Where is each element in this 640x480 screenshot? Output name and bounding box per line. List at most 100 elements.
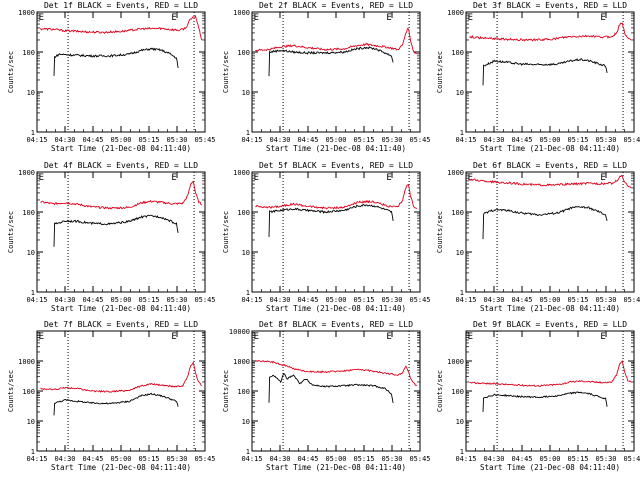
plot-frame bbox=[36, 330, 206, 452]
x-tick-label: 04:30 bbox=[269, 136, 290, 144]
x-tick-label: 05:00 bbox=[539, 455, 560, 463]
y-axis-label: Counts/sec bbox=[436, 211, 444, 253]
event-marker-label: E bbox=[254, 173, 259, 183]
y-axis-label: Counts/sec bbox=[7, 370, 15, 412]
x-tick-label: 05:30 bbox=[166, 136, 187, 144]
x-axis-label: Start Time (21-Dec-08 04:11:40) bbox=[51, 144, 191, 153]
y-tick-label: 1 bbox=[246, 129, 250, 137]
plot-frame bbox=[465, 171, 635, 293]
event-marker-label: E bbox=[600, 332, 605, 342]
y-tick-label: 100 bbox=[451, 49, 464, 57]
y-tick-label: 1000 bbox=[233, 358, 250, 366]
x-tick-label: 05:30 bbox=[381, 296, 402, 304]
event-marker-label: E bbox=[39, 173, 44, 183]
x-tick-label: 04:15 bbox=[26, 455, 47, 463]
y-axis-label: Counts/sec bbox=[222, 370, 230, 412]
x-tick-label: 05:00 bbox=[325, 455, 346, 463]
y-tick-label: 1 bbox=[31, 448, 35, 456]
x-tick-label: 04:15 bbox=[455, 136, 476, 144]
x-tick-label: 04:15 bbox=[241, 455, 262, 463]
y-axis-label: Counts/sec bbox=[436, 370, 444, 412]
plot-frame bbox=[465, 330, 635, 452]
x-tick-label: 05:30 bbox=[595, 296, 616, 304]
x-tick-label: 05:45 bbox=[194, 455, 215, 463]
x-axis-label: Start Time (21-Dec-08 04:11:40) bbox=[266, 463, 406, 472]
y-tick-label: 10 bbox=[242, 89, 250, 97]
x-tick-label: 05:15 bbox=[567, 296, 588, 304]
event-marker-label: E bbox=[386, 13, 391, 23]
y-tick-label: 100 bbox=[237, 209, 250, 217]
x-axis-label: Start Time (21-Dec-08 04:11:40) bbox=[480, 144, 620, 153]
x-tick-label: 05:15 bbox=[138, 455, 159, 463]
x-tick-label: 04:45 bbox=[297, 455, 318, 463]
x-tick-label: 05:00 bbox=[110, 455, 131, 463]
x-axis-label: Start Time (21-Dec-08 04:11:40) bbox=[266, 144, 406, 153]
x-tick-label: 04:15 bbox=[26, 136, 47, 144]
lld-series-line bbox=[40, 14, 203, 41]
events-series-line bbox=[482, 391, 608, 412]
lld-series-line bbox=[40, 180, 202, 210]
x-axis-label: Start Time (21-Dec-08 04:11:40) bbox=[480, 463, 620, 472]
y-tick-label: 10 bbox=[456, 89, 464, 97]
y-tick-label: 100 bbox=[22, 388, 35, 396]
chart-title: Det 1f BLACK = Events, RED = LLD bbox=[44, 1, 198, 10]
x-tick-label: 04:45 bbox=[82, 455, 103, 463]
y-tick-label: 1 bbox=[460, 129, 464, 137]
x-tick-label: 05:00 bbox=[110, 296, 131, 304]
events-series-line bbox=[268, 46, 394, 77]
y-tick-label: 100 bbox=[237, 49, 250, 57]
x-tick-label: 05:45 bbox=[409, 136, 430, 144]
x-axis-label: Start Time (21-Dec-08 04:11:40) bbox=[51, 304, 191, 313]
events-series-line bbox=[268, 203, 394, 237]
x-tick-label: 05:15 bbox=[567, 455, 588, 463]
plot-frame bbox=[36, 171, 206, 293]
x-tick-label: 05:45 bbox=[623, 136, 640, 144]
chart-title: Det 6f BLACK = Events, RED = LLD bbox=[473, 161, 627, 170]
chart-title: Det 3f BLACK = Events, RED = LLD bbox=[473, 1, 627, 10]
chart-title: Det 9f BLACK = Events, RED = LLD bbox=[473, 320, 627, 329]
events-series-line bbox=[268, 372, 394, 403]
event-marker-label: E bbox=[386, 173, 391, 183]
y-tick-label: 10 bbox=[27, 249, 35, 257]
event-marker-label: E bbox=[39, 332, 44, 342]
x-tick-label: 05:45 bbox=[194, 136, 215, 144]
event-marker-label: E bbox=[386, 332, 391, 342]
events-series-line bbox=[53, 214, 179, 247]
plot-frame bbox=[251, 330, 421, 452]
x-tick-label: 04:45 bbox=[82, 296, 103, 304]
x-tick-label: 05:15 bbox=[353, 136, 374, 144]
y-tick-label: 1000 bbox=[233, 169, 250, 177]
event-marker-label: E bbox=[254, 332, 259, 342]
y-tick-label: 1000 bbox=[447, 358, 464, 366]
events-series-line bbox=[482, 58, 608, 86]
x-tick-label: 05:45 bbox=[409, 296, 430, 304]
y-tick-label: 1 bbox=[246, 289, 250, 297]
x-tick-label: 05:45 bbox=[623, 296, 640, 304]
x-axis-label: Start Time (21-Dec-08 04:11:40) bbox=[480, 304, 620, 313]
x-tick-label: 04:15 bbox=[241, 136, 262, 144]
y-tick-label: 10 bbox=[456, 249, 464, 257]
event-marker-label: E bbox=[171, 173, 176, 183]
x-tick-label: 05:30 bbox=[595, 136, 616, 144]
y-tick-label: 100 bbox=[22, 209, 35, 217]
y-axis-label: Counts/sec bbox=[222, 211, 230, 253]
x-tick-label: 04:30 bbox=[54, 296, 75, 304]
events-series-line bbox=[482, 205, 608, 240]
lld-series-line bbox=[469, 22, 632, 42]
x-tick-label: 04:15 bbox=[455, 455, 476, 463]
lld-series-line bbox=[40, 361, 203, 393]
x-tick-label: 05:30 bbox=[595, 455, 616, 463]
y-axis-label: Counts/sec bbox=[7, 211, 15, 253]
y-tick-label: 1 bbox=[460, 289, 464, 297]
x-tick-label: 05:00 bbox=[110, 136, 131, 144]
y-tick-label: 1 bbox=[31, 129, 35, 137]
y-tick-label: 10 bbox=[27, 89, 35, 97]
events-series-line bbox=[53, 47, 179, 76]
plot-frame bbox=[251, 171, 421, 293]
